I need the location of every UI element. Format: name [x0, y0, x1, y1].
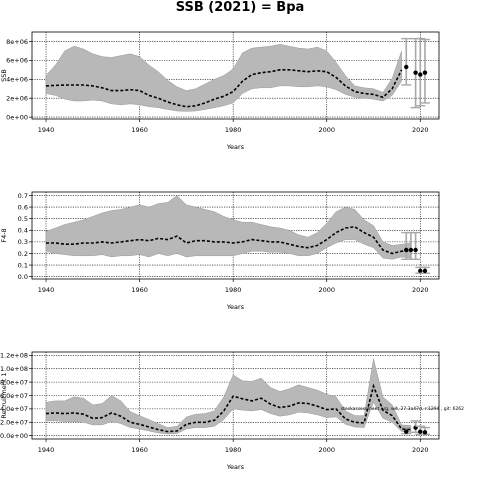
y-tick-label: 8e+06	[6, 38, 28, 46]
estimate-line	[45, 383, 411, 433]
x-tick-label: 1940	[38, 126, 55, 134]
forecast-point	[408, 247, 414, 253]
y-tick-label: 4.0e+07	[0, 405, 28, 413]
estimate-line	[46, 225, 411, 255]
x-tick-label: 2000	[318, 446, 335, 454]
x-tick-label: 2000	[318, 126, 335, 134]
forecast-point	[413, 70, 418, 75]
forecast-point	[418, 268, 423, 274]
y-tick-label: 4e+06	[6, 76, 28, 84]
y-axis-label: F4-8	[0, 228, 8, 242]
x-tick-label: 1960	[131, 446, 148, 454]
y-tick-label: 1.2e+08	[0, 352, 28, 360]
chart-title: SSB (2021) = Bpa	[175, 0, 305, 15]
x-tick-label: 1940	[38, 446, 55, 454]
x-axis-label: Years	[226, 303, 245, 311]
panel-recruitment: 1940 1960 1980 2000 2020 0.0e+00 2.0e+07 4.0e+0…	[0, 351, 464, 471]
x-tick-label: 1940	[38, 286, 55, 294]
y-tick-label: 2e+06	[6, 94, 28, 102]
x-tick-label: 1980	[225, 286, 242, 294]
y-tick-label: 0.0e+00	[0, 432, 28, 440]
x-axis-label: Years	[226, 463, 245, 471]
forecast-point	[404, 64, 409, 70]
y-tick-label: 0.6	[18, 203, 28, 211]
y-tick-label: 8.0e+07	[0, 378, 28, 386]
y-tick-label: 0.2	[18, 250, 28, 258]
y-tick-label: 0.4	[18, 227, 28, 235]
y-tick-label: 6.0e+07	[0, 392, 28, 400]
y-tick-label: 0e+00	[6, 113, 28, 121]
y-tick-label: 0.3	[18, 238, 28, 246]
y-tick-label: 0.5	[18, 215, 28, 223]
forecast-point	[418, 72, 423, 77]
x-tick-label: 2020	[412, 126, 429, 134]
y-tick-label: 0.0	[18, 273, 28, 281]
y-tick-label: 1.0e+08	[0, 365, 28, 373]
confidence-band	[45, 44, 402, 112]
forecast-point	[404, 429, 409, 434]
x-tick-label: 2020	[412, 446, 429, 454]
x-tick-label: 1960	[131, 126, 148, 134]
x-axis-label: Years	[226, 143, 245, 151]
panel-fbar: 1940 1960 1980 2000 2020 0.0 0.1 0.2 0.3 0.4 0.5 0.…	[0, 191, 440, 311]
forecast-point	[404, 247, 409, 253]
x-tick-label: 1980	[225, 126, 242, 134]
y-tick-label: 0.1	[18, 261, 28, 269]
forecast-point	[422, 268, 428, 274]
forecast-point	[413, 247, 418, 253]
forecast-point	[422, 70, 428, 75]
x-tick-label: 1960	[131, 286, 148, 294]
y-axis-label: SSB	[0, 69, 8, 82]
panel-ssb: 1940 1960 1980 2000 2020 0e+00 2e+06 4e+06 6e+06…	[0, 31, 440, 151]
y-tick-label: 2.0e+07	[0, 419, 28, 427]
x-tick-label: 2020	[412, 286, 429, 294]
y-tick-label: 0.7	[18, 192, 28, 200]
x-tick-label: 2000	[318, 286, 335, 294]
plot-frame	[31, 191, 440, 280]
forecast-point	[418, 429, 423, 434]
source-annotation: stockassessment.org, wit, 27.3a47d, r:12…	[341, 406, 464, 412]
forecast-point	[422, 430, 428, 435]
y-tick-label: 6e+06	[6, 57, 28, 65]
y-axis-label: Recruitment 1	[0, 372, 8, 418]
x-tick-label: 1980	[225, 446, 242, 454]
plot-frame	[31, 31, 440, 120]
